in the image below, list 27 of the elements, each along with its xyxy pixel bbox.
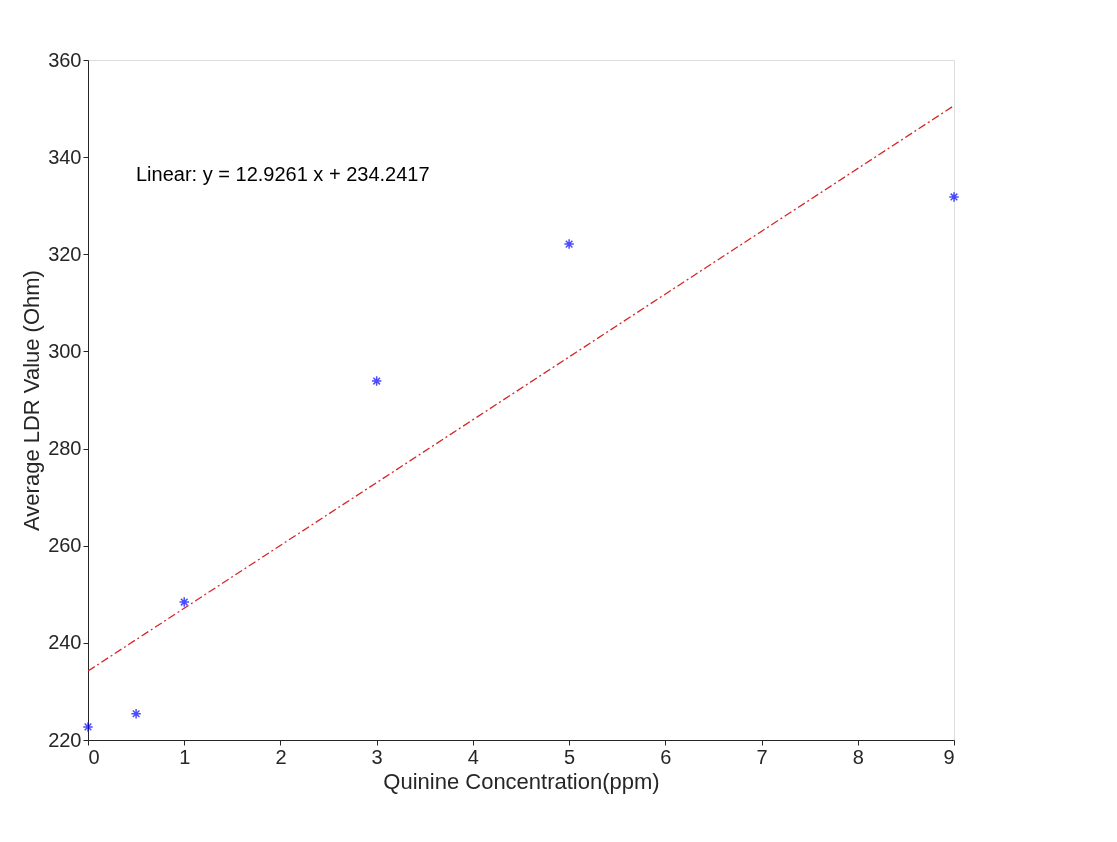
y-tick-label: 240: [48, 631, 82, 654]
x-tick-label: 2: [275, 745, 287, 768]
y-tick-label: 260: [48, 534, 82, 557]
x-tick-label: 6: [660, 745, 672, 768]
x-tick-label: 7: [756, 745, 768, 768]
y-tick-label: 360: [48, 48, 82, 71]
x-tick-label: 8: [852, 745, 864, 768]
x-tick-label: 0: [88, 745, 100, 768]
y-tick-label: 220: [48, 728, 82, 751]
x-tick-label: 9: [943, 745, 955, 768]
y-tick-label: 320: [48, 242, 82, 265]
x-axis-title: Quinine Concentration(ppm): [383, 768, 660, 794]
x-tick-label: 4: [467, 745, 479, 768]
annotation: Linear: y = 12.9261 x + 234.2417: [136, 163, 430, 185]
y-axis-title: Average LDR Value (Ohm): [19, 270, 45, 531]
x-tick-label: 1: [179, 745, 191, 768]
point: [82, 721, 94, 733]
point: [178, 596, 190, 608]
x-tick-label: 5: [564, 745, 576, 768]
point: [563, 238, 575, 250]
y-tick-label: 300: [48, 339, 82, 362]
x-tick-label: 3: [371, 745, 383, 768]
point: [130, 708, 142, 720]
y-tick-label: 280: [48, 437, 82, 460]
point: [948, 191, 960, 203]
y-tick-label: 340: [48, 145, 82, 168]
point: [371, 375, 383, 387]
